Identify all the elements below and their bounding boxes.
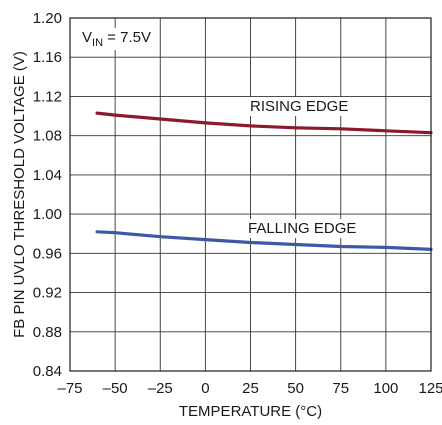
condition-base: V: [82, 29, 92, 46]
plot-frame: [69, 17, 432, 372]
y-tick-label: 1.00: [33, 206, 62, 223]
x-tick-label: 75: [332, 380, 349, 397]
x-tick-label: 125: [418, 380, 442, 397]
x-tick-label: –25: [148, 380, 173, 397]
series-label-rising: RISING EDGE: [250, 98, 348, 115]
x-tick-label: 0: [201, 380, 209, 397]
x-tick-labels: –75 –50 –25 0 25 50 75 100 125: [57, 380, 442, 397]
y-tick-label: 1.12: [33, 88, 62, 105]
label-background: [247, 97, 352, 116]
x-tick-label: –50: [103, 380, 128, 397]
y-tick-label: 0.96: [33, 245, 62, 262]
y-tick-label: 1.04: [33, 167, 62, 184]
y-tick-label: 1.16: [33, 49, 62, 66]
y-tick-label: 1.08: [33, 128, 62, 145]
y-tick-label: 0.88: [33, 324, 62, 341]
x-tick-label: –75: [57, 380, 82, 397]
condition-subscript: IN: [92, 37, 103, 49]
y-tick-label: 1.20: [33, 10, 62, 27]
x-axis-title: TEMPERATURE (°C): [179, 403, 322, 420]
x-tick-label: 25: [242, 380, 259, 397]
x-tick-label: 50: [287, 380, 304, 397]
condition-rest: = 7.5V: [103, 29, 151, 46]
series-line-rising-edge: [95, 111, 433, 135]
label-background: [245, 219, 360, 238]
y-axis-title: FB PIN UVLO THRESHOLD VOLTAGE (V): [11, 51, 28, 338]
y-tick-label: 0.92: [33, 285, 62, 302]
series-layer: [95, 111, 433, 251]
x-tick-label: 100: [373, 380, 398, 397]
series-label-falling: FALLING EDGE: [248, 220, 356, 237]
condition-label: VIN = 7.5V: [82, 29, 151, 49]
grid: [69, 17, 432, 372]
y-tick-label: 0.84: [33, 363, 62, 380]
series-line-falling-edge: [95, 230, 433, 251]
y-tick-labels: 0.84 0.88 0.92 0.96 1.00 1.04 1.08 1.12 1.16 1.20: [33, 10, 62, 380]
label-background: [79, 28, 154, 50]
